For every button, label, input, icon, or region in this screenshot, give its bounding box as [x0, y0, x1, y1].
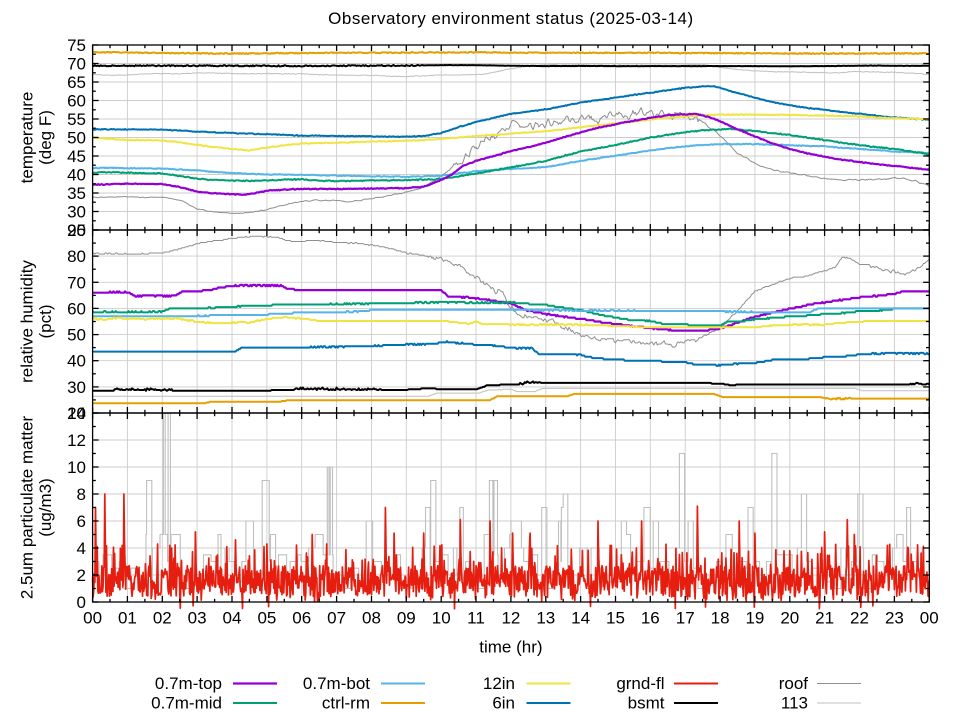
- svg-text:relative humidity: relative humidity: [18, 260, 37, 383]
- svg-text:90: 90: [67, 221, 86, 240]
- svg-text:19: 19: [745, 609, 764, 628]
- svg-text:ctrl-rm: ctrl-rm: [322, 694, 370, 713]
- svg-text:0: 0: [77, 593, 86, 612]
- svg-text:25: 25: [67, 221, 86, 240]
- svg-text:07: 07: [327, 609, 346, 628]
- svg-text:13: 13: [536, 609, 555, 628]
- svg-text:40: 40: [67, 352, 86, 371]
- svg-text:12: 12: [67, 431, 86, 450]
- svg-text:45: 45: [67, 147, 86, 166]
- svg-text:22: 22: [850, 609, 869, 628]
- svg-text:70: 70: [67, 55, 86, 74]
- svg-text:grnd-fl: grnd-fl: [616, 674, 664, 693]
- svg-text:60: 60: [67, 92, 86, 111]
- svg-text:6in: 6in: [492, 694, 515, 713]
- svg-text:15: 15: [606, 609, 625, 628]
- svg-text:40: 40: [67, 166, 86, 185]
- svg-text:00: 00: [83, 609, 102, 628]
- svg-text:03: 03: [188, 609, 207, 628]
- svg-text:17: 17: [676, 609, 695, 628]
- svg-text:80: 80: [67, 247, 86, 266]
- svg-text:roof: roof: [779, 674, 809, 693]
- svg-text:4: 4: [77, 539, 86, 558]
- svg-text:Observatory environment status: Observatory environment status (2025-03-…: [328, 9, 693, 28]
- svg-text:8: 8: [77, 485, 86, 504]
- svg-text:20: 20: [67, 404, 86, 423]
- svg-text:2: 2: [77, 566, 86, 585]
- svg-text:21: 21: [815, 609, 834, 628]
- svg-text:04: 04: [223, 609, 242, 628]
- svg-text:30: 30: [67, 378, 86, 397]
- svg-text:113: 113: [781, 694, 808, 713]
- svg-text:23: 23: [885, 609, 904, 628]
- svg-text:06: 06: [292, 609, 311, 628]
- svg-text:bsmt: bsmt: [628, 694, 665, 713]
- svg-text:20: 20: [780, 609, 799, 628]
- svg-text:75: 75: [67, 36, 86, 55]
- svg-text:50: 50: [67, 129, 86, 148]
- svg-text:2.5um particulate matter: 2.5um particulate matter: [18, 416, 37, 600]
- svg-text:0.7m-top: 0.7m-top: [155, 674, 222, 693]
- svg-text:70: 70: [67, 273, 86, 292]
- svg-text:0.7m-mid: 0.7m-mid: [151, 694, 222, 713]
- svg-text:12: 12: [501, 609, 520, 628]
- svg-text:35: 35: [67, 184, 86, 203]
- svg-text:05: 05: [257, 609, 276, 628]
- svg-text:30: 30: [67, 203, 86, 222]
- svg-text:55: 55: [67, 110, 86, 129]
- svg-text:14: 14: [571, 609, 590, 628]
- svg-text:10: 10: [432, 609, 451, 628]
- svg-text:(pct): (pct): [36, 305, 55, 339]
- svg-text:10: 10: [67, 458, 86, 477]
- svg-text:50: 50: [67, 326, 86, 345]
- svg-text:0.7m-bot: 0.7m-bot: [303, 674, 370, 693]
- svg-text:(ug/m3): (ug/m3): [36, 478, 55, 537]
- svg-text:16: 16: [641, 609, 660, 628]
- svg-text:09: 09: [397, 609, 416, 628]
- svg-text:6: 6: [77, 512, 86, 531]
- svg-text:(deg F): (deg F): [36, 110, 55, 165]
- svg-text:08: 08: [362, 609, 381, 628]
- svg-text:11: 11: [467, 609, 485, 628]
- svg-text:12in: 12in: [483, 674, 515, 693]
- svg-text:temperature: temperature: [18, 92, 37, 184]
- svg-text:65: 65: [67, 73, 86, 92]
- svg-text:18: 18: [711, 609, 730, 628]
- svg-text:14: 14: [67, 404, 86, 423]
- svg-text:00: 00: [920, 609, 939, 628]
- svg-text:time (hr): time (hr): [479, 638, 542, 657]
- svg-text:01: 01: [118, 609, 137, 628]
- svg-text:02: 02: [153, 609, 172, 628]
- svg-text:60: 60: [67, 299, 86, 318]
